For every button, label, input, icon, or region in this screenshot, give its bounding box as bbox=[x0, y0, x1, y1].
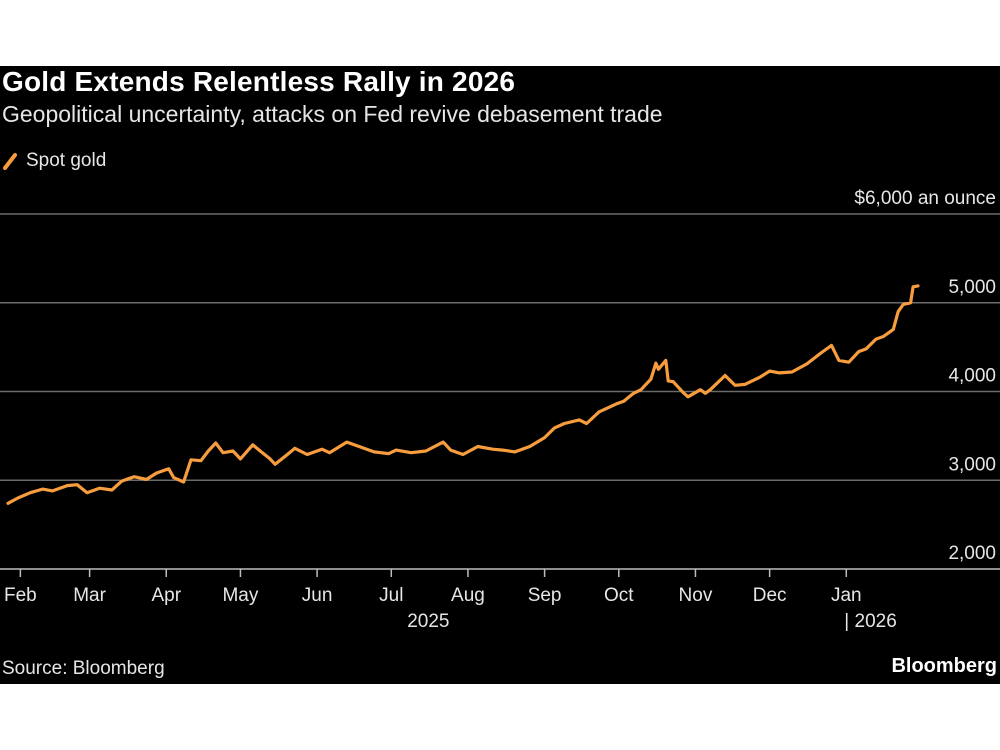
x-tick-label: Jun bbox=[302, 585, 333, 606]
y-tick-label: $6,000 an ounce bbox=[854, 188, 996, 209]
x-tick-label: Feb bbox=[4, 585, 37, 606]
series-line-spot-gold bbox=[6, 284, 920, 505]
x-tick-label: Aug bbox=[451, 585, 485, 606]
x-tick-label: Sep bbox=[528, 585, 562, 606]
legend-label: Spot gold bbox=[26, 150, 107, 171]
chart-title: Gold Extends Relentless Rally in 2026 bbox=[2, 66, 516, 97]
x-tick-label: Apr bbox=[151, 585, 181, 606]
y-tick-label: 5,000 bbox=[948, 277, 996, 298]
chart-subtitle: Geopolitical uncertainty, attacks on Fed… bbox=[2, 101, 663, 127]
x-tick-label: Nov bbox=[679, 585, 713, 606]
x-tick-label: May bbox=[222, 585, 258, 606]
bloomberg-logo: Bloomberg bbox=[891, 655, 997, 677]
source-note: Source: Bloomberg bbox=[2, 658, 165, 679]
legend: Spot gold bbox=[2, 150, 106, 172]
year-label: 2025 bbox=[407, 611, 449, 632]
chart-plot: 2,000 3,000 4,000 5,000 $6,000 an ounce Feb Ma… bbox=[0, 188, 1000, 632]
chart-card: 2,000 3,000 4,000 5,000 $6,000 an ounce Feb Ma… bbox=[0, 66, 1000, 684]
x-tick-label: Mar bbox=[73, 585, 106, 606]
x-tick-label: Dec bbox=[753, 585, 787, 606]
legend-swatch-icon bbox=[3, 153, 17, 170]
y-tick-label: 4,000 bbox=[948, 366, 996, 387]
x-tick-label: Jan bbox=[831, 585, 862, 606]
x-tick-label: Oct bbox=[604, 585, 634, 606]
x-tick-label: Jul bbox=[379, 585, 403, 606]
y-tick-label: 3,000 bbox=[948, 454, 996, 475]
y-tick-label: 2,000 bbox=[948, 543, 996, 564]
year-label: | 2026 bbox=[844, 611, 896, 632]
